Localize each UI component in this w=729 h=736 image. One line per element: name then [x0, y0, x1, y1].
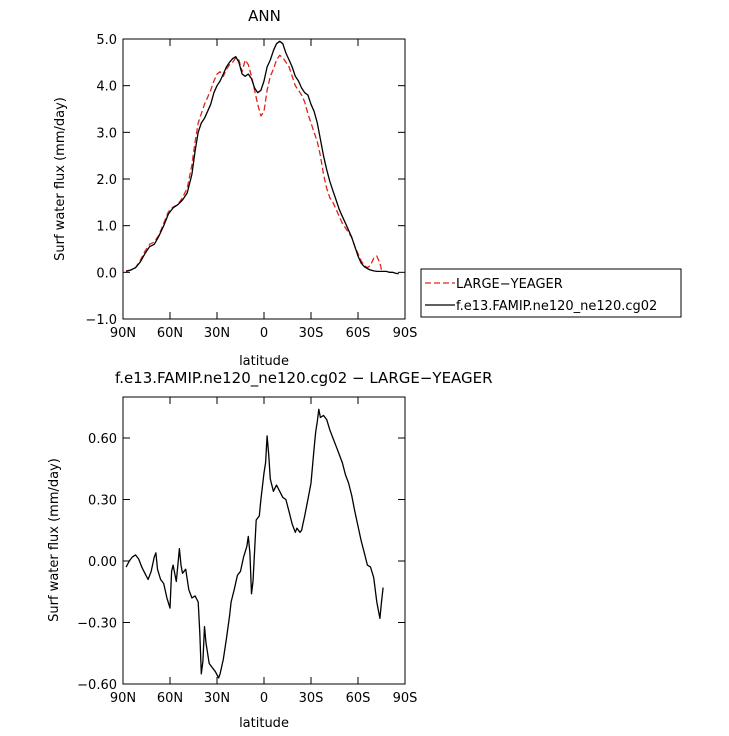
top-panel: ANN −1.0 0.0 1.0 2.0 3.0 4.0 5.0 90N 60N 30N 0 30S… — [53, 7, 417, 369]
bottom-x-ticks: 90N 60N 30N 0 30S 60S 90S — [110, 397, 418, 706]
y-tick-label: 0.00 — [88, 555, 117, 570]
x-tick-label: 30N — [204, 326, 230, 341]
x-tick-label: 30N — [204, 691, 230, 706]
legend: LARGE−YEAGER f.e13.FAMIP.ne120_ne120.cg0… — [420, 268, 682, 318]
series-line-1-0 — [125, 408, 384, 679]
y-tick-label: −0.60 — [77, 678, 117, 693]
x-tick-label: 30S — [299, 326, 324, 341]
series-line-0-1 — [125, 40, 399, 275]
y-tick-label: −1.0 — [85, 313, 117, 328]
top-chart-title: ANN — [248, 7, 281, 25]
top-x-axis-label: latitude — [239, 354, 289, 369]
top-y-ticks: −1.0 0.0 1.0 2.0 3.0 4.0 5.0 — [85, 33, 405, 328]
x-tick-label: 0 — [260, 691, 268, 706]
x-tick-label: 30S — [299, 691, 324, 706]
x-tick-label: 60N — [157, 326, 183, 341]
y-tick-label: 3.0 — [96, 126, 117, 141]
x-tick-label: 0 — [260, 326, 268, 341]
x-tick-label: 90N — [110, 691, 136, 706]
y-tick-label: −0.30 — [77, 617, 117, 632]
bottom-y-ticks: −0.60 −0.30 0.00 0.30 0.60 — [77, 432, 405, 693]
y-tick-label: 0.0 — [96, 266, 117, 281]
legend-label-large-yeager: LARGE−YEAGER — [456, 277, 563, 292]
legend-label-famip: f.e13.FAMIP.ne120_ne120.cg02 — [456, 299, 657, 314]
bottom-plot-frame — [122, 396, 406, 685]
top-series — [125, 40, 399, 275]
bottom-chart-title: f.e13.FAMIP.ne120_ne120.cg02 − LARGE−YEA… — [115, 369, 493, 388]
bottom-x-axis-label: latitude — [239, 716, 289, 731]
top-x-ticks: 90N 60N 30N 0 30S 60S 90S — [110, 39, 418, 341]
x-tick-label: 90S — [393, 326, 418, 341]
legend-box — [420, 268, 682, 318]
x-tick-label: 90N — [110, 326, 136, 341]
y-tick-label: 0.30 — [88, 494, 117, 509]
series-line-0-0 — [125, 54, 383, 272]
y-tick-label: 4.0 — [96, 80, 117, 95]
bottom-y-axis-label: Surf water flux (mm/day) — [47, 458, 62, 622]
y-tick-label: 1.0 — [96, 220, 117, 235]
bottom-panel: f.e13.FAMIP.ne120_ne120.cg02 − LARGE−YEA… — [47, 369, 493, 731]
x-tick-label: 90S — [393, 691, 418, 706]
y-tick-label: 2.0 — [96, 173, 117, 188]
y-tick-label: 5.0 — [96, 33, 117, 48]
x-tick-label: 60S — [346, 326, 371, 341]
top-y-axis-label: Surf water flux (mm/day) — [53, 97, 68, 261]
x-tick-label: 60N — [157, 691, 183, 706]
y-tick-label: 0.60 — [88, 432, 117, 447]
bottom-series — [125, 408, 384, 679]
x-tick-label: 60S — [346, 691, 371, 706]
